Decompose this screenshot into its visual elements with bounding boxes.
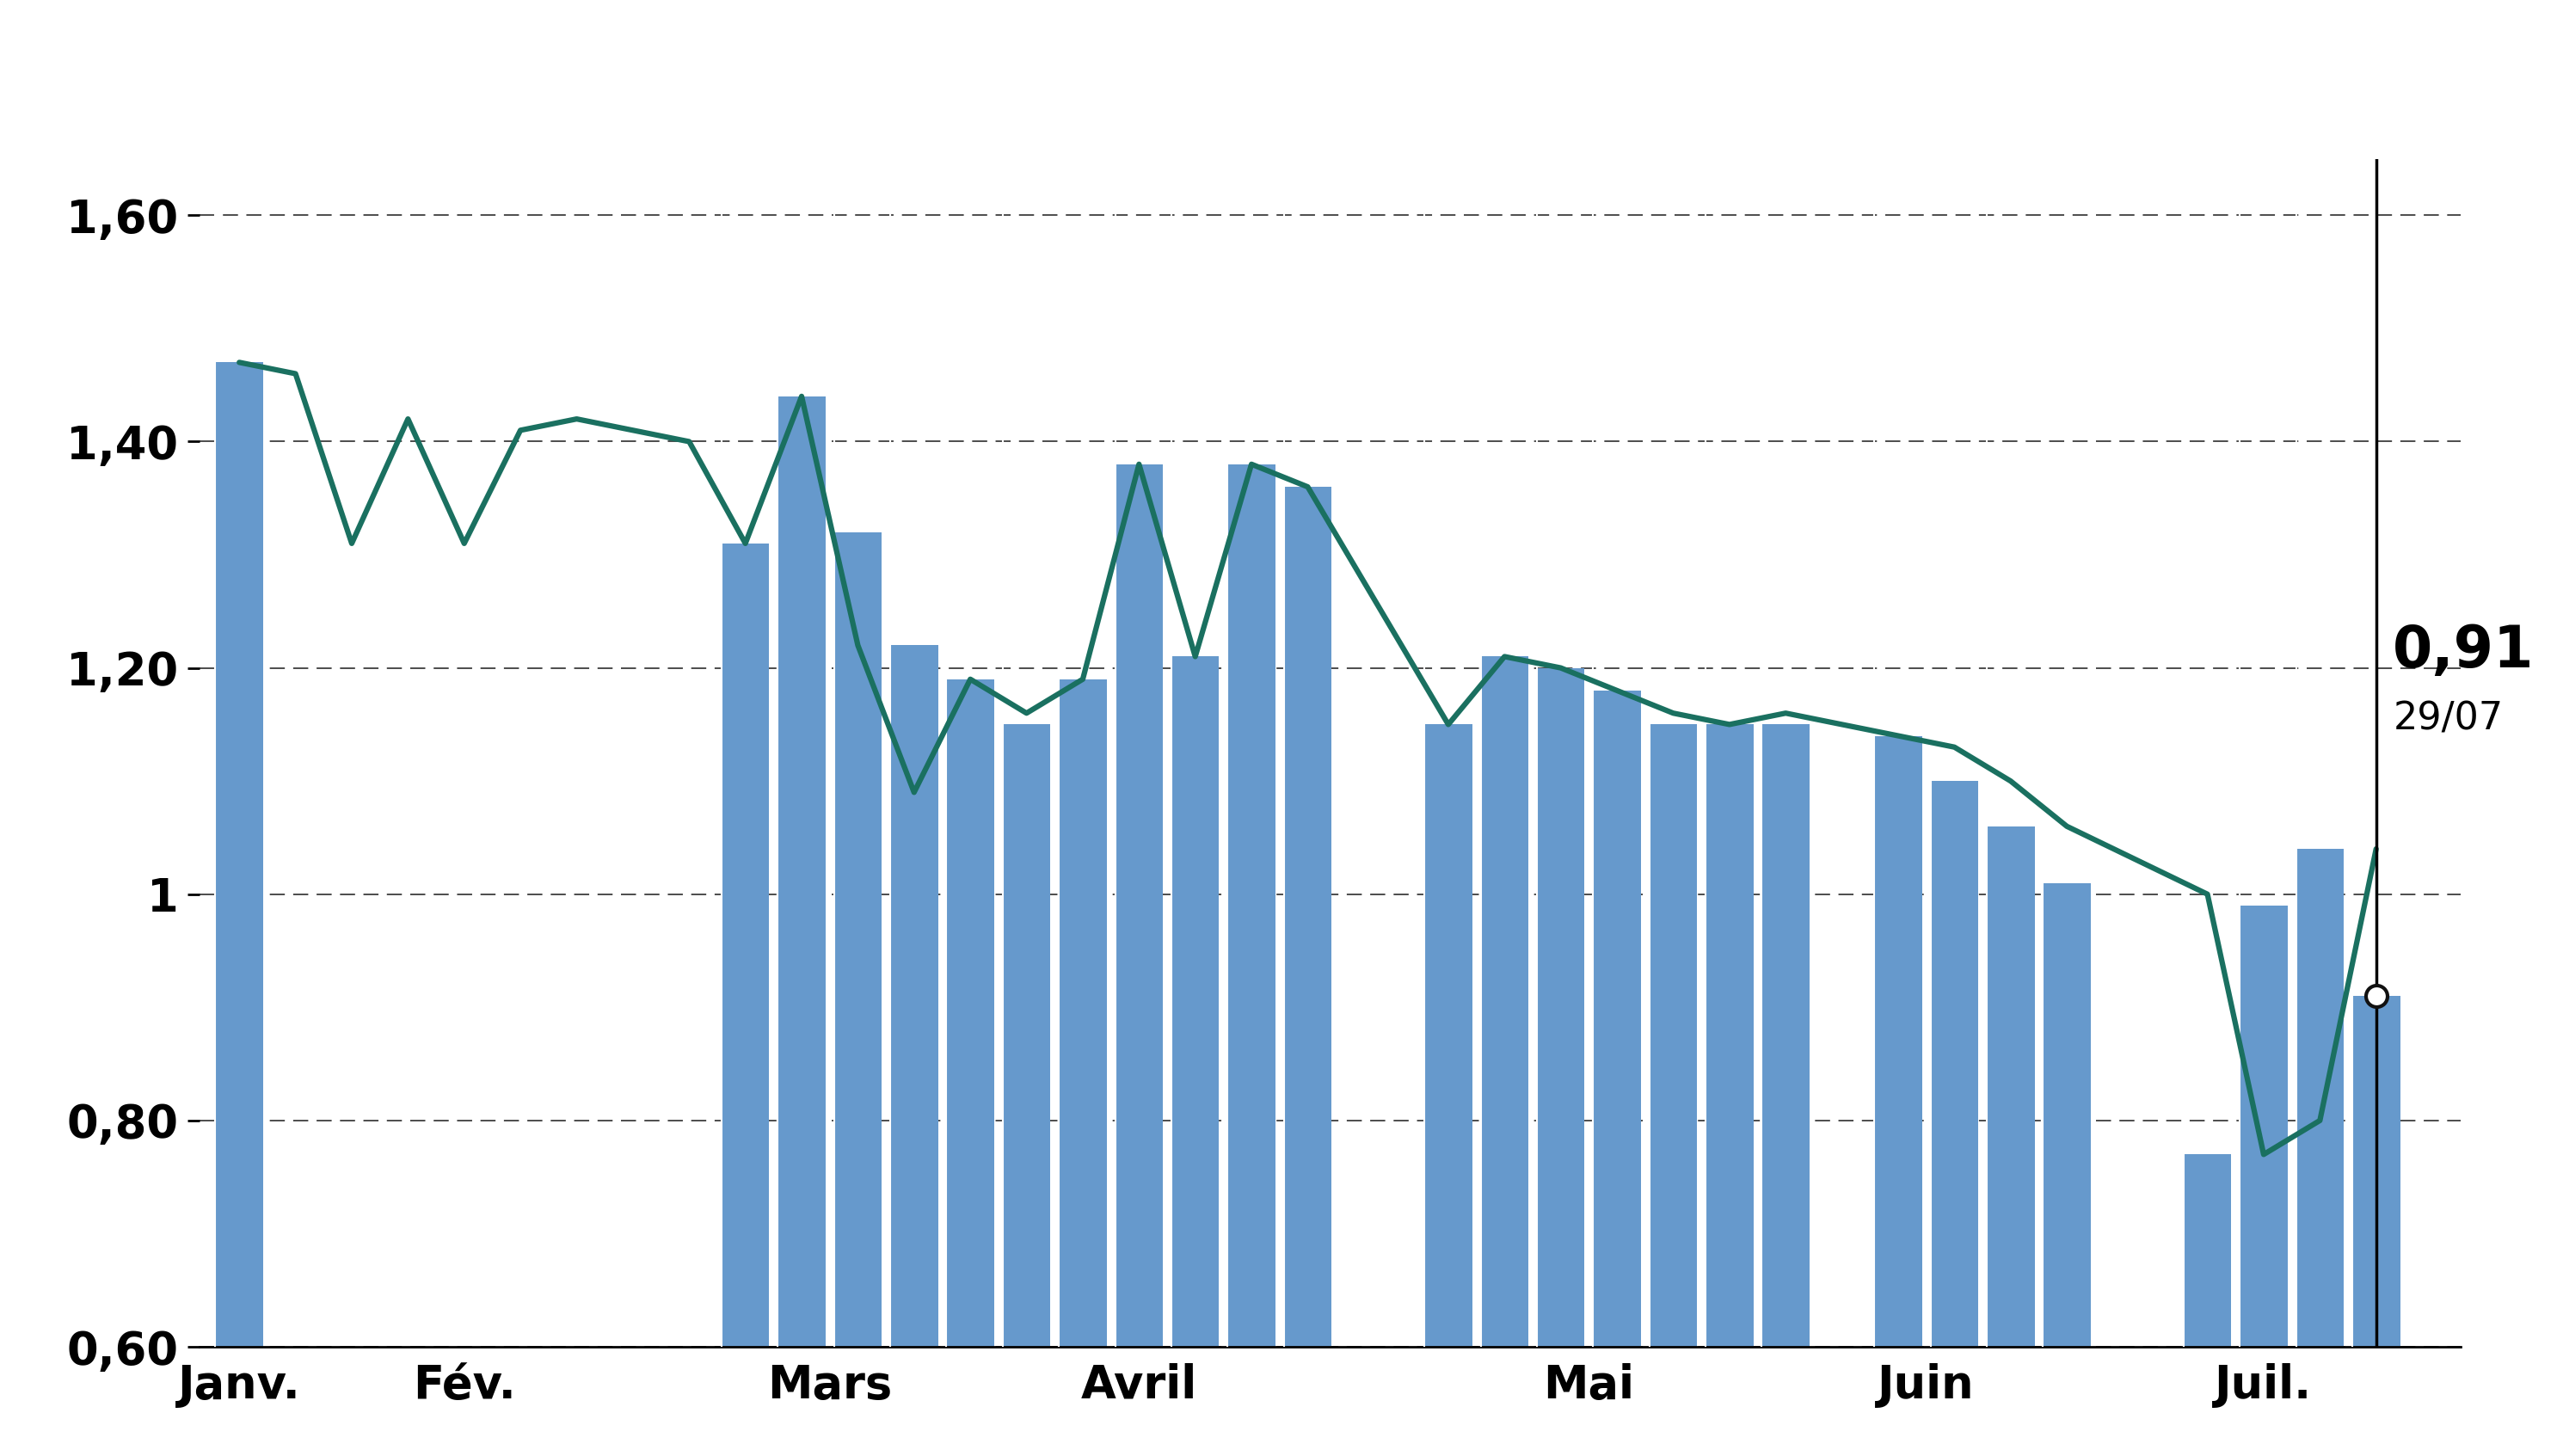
- Text: 29/07: 29/07: [2394, 700, 2504, 737]
- Bar: [1651, 725, 1697, 1347]
- Bar: [1059, 678, 1107, 1347]
- Bar: [720, 543, 769, 1347]
- Text: SODITECH: SODITECH: [1023, 16, 1540, 103]
- Bar: [1002, 725, 1051, 1347]
- Bar: [833, 531, 882, 1347]
- Bar: [2296, 849, 2343, 1347]
- Bar: [889, 645, 938, 1347]
- Bar: [777, 396, 825, 1347]
- Bar: [2184, 1155, 2232, 1347]
- Bar: [2353, 996, 2399, 1347]
- Bar: [1874, 735, 1922, 1347]
- Bar: [1930, 780, 1979, 1347]
- Bar: [2043, 882, 2091, 1347]
- Bar: [1481, 657, 1528, 1347]
- Text: 0,91: 0,91: [2394, 623, 2535, 680]
- Bar: [1538, 668, 1584, 1347]
- Bar: [2240, 906, 2289, 1347]
- Bar: [1115, 464, 1164, 1347]
- Bar: [1284, 486, 1333, 1347]
- Bar: [1425, 725, 1471, 1347]
- Bar: [215, 363, 264, 1347]
- Bar: [1594, 690, 1640, 1347]
- Bar: [1228, 464, 1276, 1347]
- Bar: [1986, 827, 2035, 1347]
- Bar: [1171, 657, 1220, 1347]
- Bar: [1761, 725, 1809, 1347]
- Bar: [1704, 725, 1753, 1347]
- Bar: [946, 678, 994, 1347]
